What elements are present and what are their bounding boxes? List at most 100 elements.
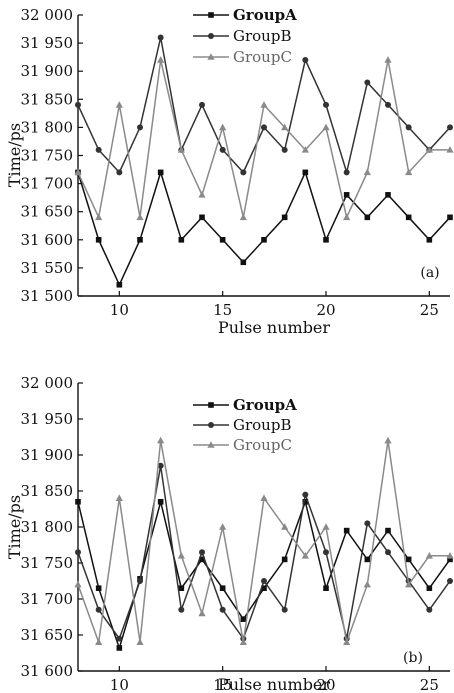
data-point xyxy=(322,523,330,530)
data-point xyxy=(302,499,309,505)
legend-label: GroupB xyxy=(233,416,291,434)
series-line xyxy=(77,499,451,651)
data-point xyxy=(116,645,123,651)
data-point xyxy=(446,552,454,559)
data-point xyxy=(281,556,288,563)
y-axis-label: Time/ps xyxy=(5,123,24,187)
y-tick-label: 31 800 xyxy=(21,518,74,536)
y-tick-label: 31 850 xyxy=(21,482,74,500)
legend-label: GroupC xyxy=(233,48,292,66)
legend: GroupA GroupB GroupC xyxy=(193,396,297,454)
data-point xyxy=(157,462,164,469)
data-point xyxy=(385,192,391,198)
legend-marker xyxy=(208,33,214,39)
data-point xyxy=(219,146,226,153)
x-tick-label: 20 xyxy=(316,301,335,319)
data-point xyxy=(116,635,123,642)
data-point xyxy=(302,56,309,63)
y-tick-label: 31 750 xyxy=(21,147,74,165)
data-point xyxy=(137,237,143,243)
data-point xyxy=(343,213,351,221)
data-point xyxy=(219,585,226,591)
chart-panel-a: 31 500 31 550 31 600 31 650 31 700 31 750 31 8… xyxy=(5,6,454,337)
data-point xyxy=(343,169,350,176)
data-point xyxy=(239,638,247,645)
x-axis-label: Pulse number xyxy=(218,675,330,693)
data-point xyxy=(343,192,350,198)
data-point xyxy=(199,214,205,221)
data-point xyxy=(137,124,143,131)
data-point xyxy=(364,214,371,221)
data-point xyxy=(384,56,392,63)
data-point xyxy=(447,556,453,563)
data-point xyxy=(199,101,205,108)
data-point xyxy=(261,124,267,131)
data-point xyxy=(405,556,412,563)
y-tick-label: 31 500 xyxy=(21,287,74,305)
data-point xyxy=(364,520,371,527)
data-point xyxy=(302,491,309,498)
legend-marker xyxy=(208,402,214,408)
data-point xyxy=(323,237,329,243)
data-point xyxy=(281,523,289,530)
data-point xyxy=(219,523,227,530)
data-point xyxy=(260,101,268,108)
data-point xyxy=(261,585,267,591)
data-point xyxy=(364,556,371,563)
data-point xyxy=(157,169,164,176)
y-tick-label: 31 600 xyxy=(21,231,74,249)
data-point xyxy=(157,436,165,444)
data-point xyxy=(198,609,206,617)
data-point xyxy=(178,585,185,591)
data-point xyxy=(405,580,413,588)
data-point xyxy=(343,527,350,534)
data-point xyxy=(239,213,247,221)
data-point xyxy=(95,237,102,243)
data-point xyxy=(75,549,81,556)
data-point xyxy=(136,213,144,221)
y-tick-label: 31 550 xyxy=(21,259,74,277)
x-tick-label: 15 xyxy=(213,301,232,319)
data-point xyxy=(446,146,454,153)
data-point xyxy=(75,101,81,108)
series-line xyxy=(77,440,450,646)
data-point xyxy=(447,214,453,221)
data-point xyxy=(199,549,205,556)
series-groupb xyxy=(75,462,453,642)
data-point xyxy=(385,101,391,108)
data-point xyxy=(281,606,288,613)
legend-label: GroupA xyxy=(233,6,297,24)
data-point xyxy=(384,436,392,444)
data-point xyxy=(323,549,329,556)
y-tick-label: 31 700 xyxy=(21,175,74,193)
y-axis-label: Time/ps xyxy=(5,495,24,559)
x-tick-label: 25 xyxy=(420,676,439,693)
legend-marker xyxy=(207,441,215,448)
y-tick-label: 31 600 xyxy=(21,662,74,680)
data-point xyxy=(302,169,309,176)
legend-marker xyxy=(208,422,214,428)
legend-label: GroupB xyxy=(233,27,291,45)
y-tick-label: 31 800 xyxy=(21,118,74,136)
data-point xyxy=(157,56,165,63)
data-point xyxy=(322,123,330,131)
data-point xyxy=(323,101,329,108)
data-point xyxy=(281,146,288,153)
series-line xyxy=(77,169,451,287)
series-groupa xyxy=(75,169,453,288)
y-tick-label: 31 900 xyxy=(21,446,74,464)
data-point xyxy=(178,606,185,613)
series-line xyxy=(77,465,451,641)
data-point xyxy=(95,213,103,221)
legend-marker xyxy=(208,12,214,18)
data-point xyxy=(301,552,309,559)
data-point xyxy=(426,585,433,591)
data-point xyxy=(240,259,247,266)
data-point xyxy=(405,168,413,176)
data-point xyxy=(447,578,453,584)
data-point xyxy=(425,552,433,559)
series-line xyxy=(77,59,450,220)
data-point xyxy=(219,606,226,613)
x-tick-label: 15 xyxy=(213,676,232,693)
